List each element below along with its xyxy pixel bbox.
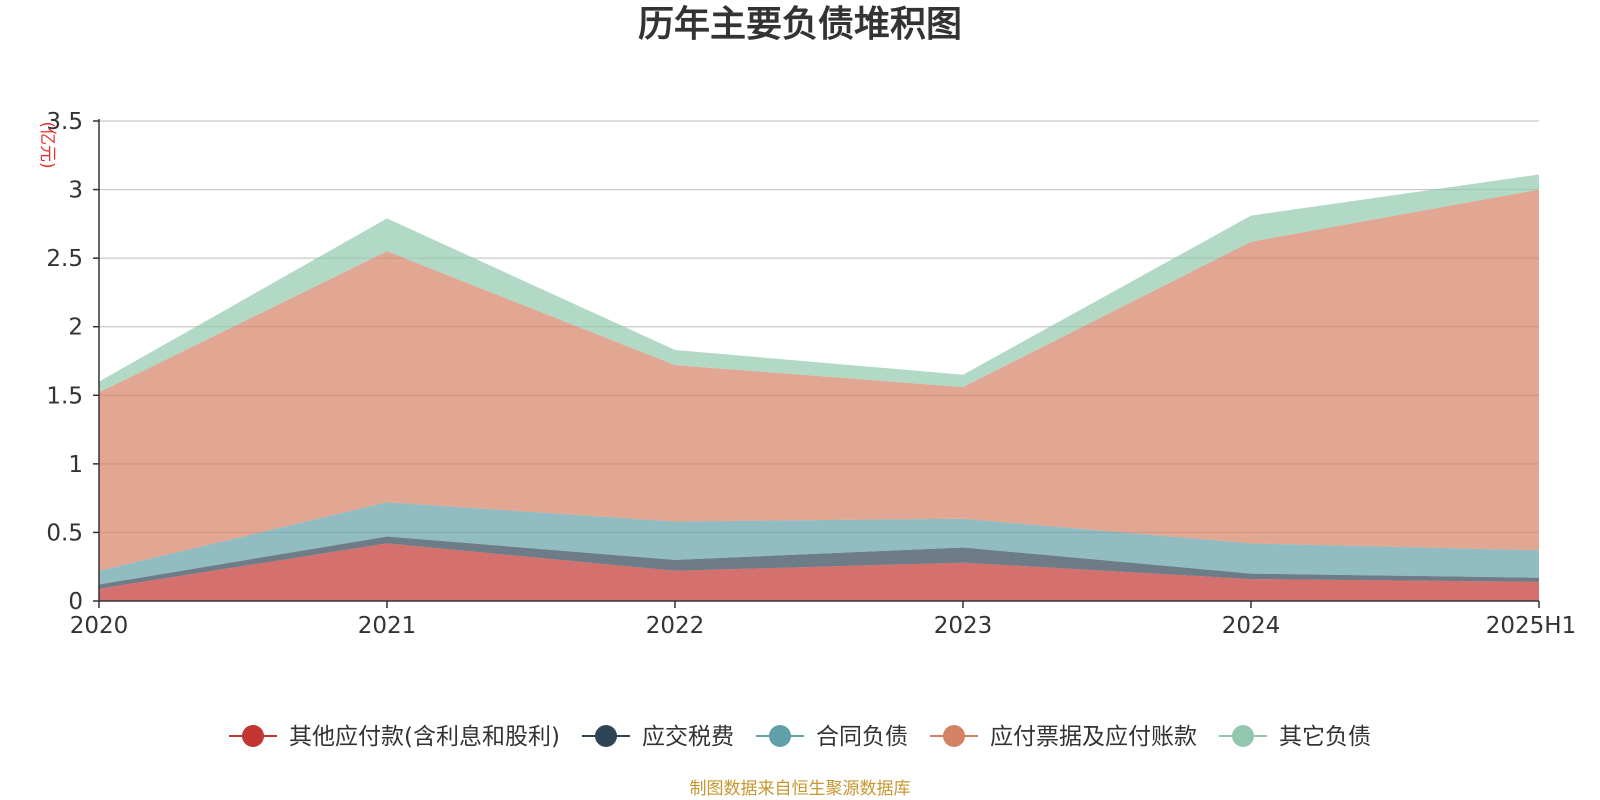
area-series-3 bbox=[99, 502, 1539, 585]
x-tick-label: 2024 bbox=[1222, 613, 1281, 639]
x-tick-label: 2023 bbox=[934, 613, 993, 639]
x-tick-label: 2025H1 bbox=[1486, 613, 1576, 639]
x-tick-label: 2022 bbox=[646, 613, 705, 639]
y-axis-unit-label: (亿元) bbox=[37, 121, 57, 168]
legend-item[interactable]: 应交税费 bbox=[582, 724, 734, 750]
y-tick-label: 2.5 bbox=[46, 246, 83, 272]
legend-item[interactable]: 合同负债 bbox=[756, 724, 908, 750]
legend-label: 合同负债 bbox=[816, 724, 908, 750]
axes: 0 0.5 1 1.5 2 2.5 3 3.5 2020 2021 2022 2023 2024 2025… bbox=[46, 109, 1576, 639]
y-tick-label: 0 bbox=[68, 589, 83, 615]
y-tick-label: 1.5 bbox=[46, 383, 83, 409]
legend[interactable]: 其他应付款(含利息和股利) 应交税费 合同负债 应付票据及应付账款 其它负债 bbox=[229, 724, 1371, 750]
legend-label: 应交税费 bbox=[642, 724, 734, 750]
chart-title: 历年主要负债堆积图 bbox=[637, 4, 962, 45]
y-tick-label: 2 bbox=[68, 315, 83, 341]
x-tick-label: 2021 bbox=[358, 613, 417, 639]
data-source-note: 制图数据来自恒生聚源数据库 bbox=[689, 779, 911, 799]
legend-label: 其它负债 bbox=[1279, 724, 1371, 750]
legend-marker bbox=[943, 725, 965, 747]
series-areas bbox=[99, 174, 1539, 601]
y-tick-label: 1 bbox=[68, 452, 83, 478]
area-series-4 bbox=[99, 189, 1539, 571]
y-tick-label: 3.5 bbox=[46, 109, 83, 135]
legend-item[interactable]: 应付票据及应付账款 bbox=[930, 724, 1197, 750]
legend-marker bbox=[1232, 725, 1254, 747]
y-tick-label: 3 bbox=[68, 178, 83, 204]
legend-item[interactable]: 其他应付款(含利息和股利) bbox=[229, 724, 560, 750]
area-series-1 bbox=[99, 543, 1539, 601]
x-tick-label: 2020 bbox=[70, 613, 129, 639]
legend-marker bbox=[242, 725, 264, 747]
legend-marker bbox=[769, 725, 791, 747]
y-tick-label: 0.5 bbox=[46, 520, 83, 546]
area-series-5 bbox=[99, 174, 1539, 393]
area-series-2 bbox=[99, 536, 1539, 589]
legend-item[interactable]: 其它负债 bbox=[1219, 724, 1371, 750]
legend-label: 应付票据及应付账款 bbox=[990, 724, 1197, 750]
legend-label: 其他应付款(含利息和股利) bbox=[289, 724, 560, 750]
legend-marker bbox=[595, 725, 617, 747]
